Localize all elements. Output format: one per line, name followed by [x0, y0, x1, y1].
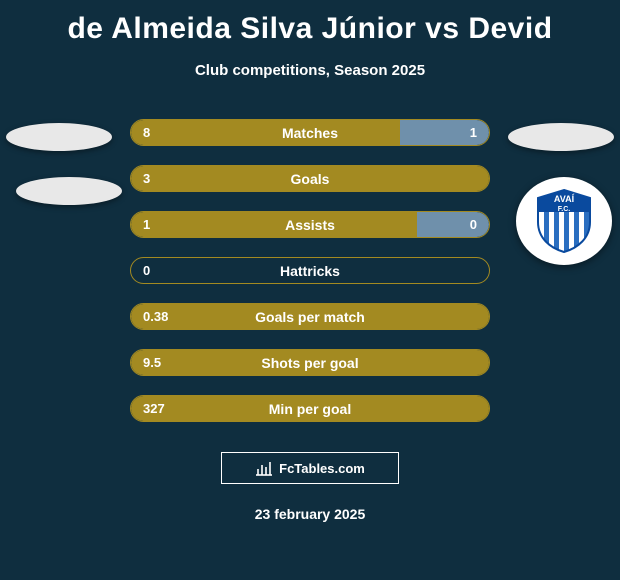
shield-icon: AVAÍ F.C.	[534, 188, 594, 254]
stat-row: 8Matches1	[130, 119, 490, 146]
subtitle: Club competitions, Season 2025	[0, 62, 620, 79]
stat-fill-left	[131, 350, 489, 375]
stat-row: 327Min per goal	[130, 395, 490, 422]
stat-fill-right	[417, 212, 489, 237]
club-badge: AVAÍ F.C.	[516, 177, 612, 265]
stat-value-left: 327	[143, 401, 165, 416]
stat-fill-left	[131, 304, 489, 329]
stat-row: 3Goals	[130, 165, 490, 192]
stat-value-left: 8	[143, 125, 150, 140]
stat-row: 0.38Goals per match	[130, 303, 490, 330]
player-left-logo-1	[6, 123, 112, 151]
stat-fill-left	[131, 212, 417, 237]
stat-fill-left	[131, 396, 489, 421]
chart-icon	[255, 460, 273, 476]
footer-site-text: FcTables.com	[279, 461, 365, 476]
player-right-logo-1	[508, 123, 614, 151]
footer-date: 23 february 2025	[0, 506, 620, 522]
stat-value-left: 1	[143, 217, 150, 232]
svg-text:AVAÍ: AVAÍ	[554, 194, 575, 204]
stat-value-left: 0.38	[143, 309, 168, 324]
page-title: de Almeida Silva Júnior vs Devid	[0, 0, 620, 46]
stat-value-right: 1	[470, 125, 477, 140]
svg-text:F.C.: F.C.	[558, 206, 571, 213]
player-left-logo-2	[16, 177, 122, 205]
stat-row: 9.5Shots per goal	[130, 349, 490, 376]
footer-site-box: FcTables.com	[221, 452, 399, 484]
stat-value-left: 9.5	[143, 355, 161, 370]
stat-label: Hattricks	[131, 263, 489, 279]
stats-container: 8Matches13Goals1Assists00Hattricks0.38Go…	[130, 119, 490, 422]
stat-fill-left	[131, 166, 489, 191]
stat-value-left: 0	[143, 263, 150, 278]
stat-row: 0Hattricks	[130, 257, 490, 284]
stat-value-right: 0	[470, 217, 477, 232]
stat-fill-left	[131, 120, 400, 145]
stat-row: 1Assists0	[130, 211, 490, 238]
stat-value-left: 3	[143, 171, 150, 186]
title-text: de Almeida Silva Júnior vs Devid	[67, 12, 552, 45]
